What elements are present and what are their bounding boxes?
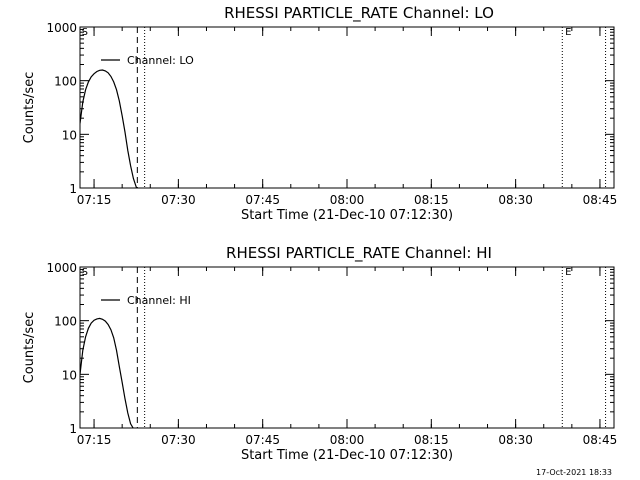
plot-frame xyxy=(79,26,615,189)
y-tick-label: 1 xyxy=(69,422,77,436)
x-tick-label: 07:15 xyxy=(77,193,112,207)
y-axis-label: Counts/sec xyxy=(22,312,37,384)
x-tick-label: 07:30 xyxy=(161,193,196,207)
series-line xyxy=(80,317,134,428)
legend-label: Channel: HI xyxy=(127,294,191,307)
y-tick-label: 1 xyxy=(69,182,77,196)
y-tick-label: 1000 xyxy=(46,21,77,35)
marker-e: E xyxy=(565,267,571,278)
chart-title: RHESSI PARTICLE_RATE Channel: HI xyxy=(226,244,492,263)
y-tick-label: 10 xyxy=(62,128,77,142)
x-tick-label: 08:45 xyxy=(583,433,618,447)
series-line xyxy=(80,69,138,188)
y-axis-label: Counts/sec xyxy=(22,72,37,144)
marker-s: S xyxy=(82,267,88,278)
x-tick-label: 07:30 xyxy=(161,433,196,447)
footer-timestamp: 17-Oct-2021 18:33 xyxy=(536,468,612,477)
chart-title: RHESSI PARTICLE_RATE Channel: LO xyxy=(224,4,494,23)
x-tick-label: 07:45 xyxy=(245,193,280,207)
panel-hi: RHESSI PARTICLE_RATE Channel: HI 1 10 100 10… xyxy=(22,244,617,463)
marker-e: E xyxy=(565,27,571,38)
y-tick-label: 1000 xyxy=(46,261,77,275)
y-tick-label: 100 xyxy=(54,75,77,89)
x-tick-label: 08:30 xyxy=(498,433,533,447)
x-tick-label: 08:00 xyxy=(330,433,365,447)
x-tick-label: 07:45 xyxy=(245,433,280,447)
x-tick-label: 08:00 xyxy=(330,193,365,207)
x-tick-label: 08:30 xyxy=(498,193,533,207)
x-axis-label: Start Time (21-Dec-10 07:12:30) xyxy=(241,208,453,223)
panel-lo: RHESSI PARTICLE_RATE Channel: LO 1 10 100 10… xyxy=(22,4,617,223)
x-axis-label: Start Time (21-Dec-10 07:12:30) xyxy=(241,448,453,463)
plot-frame xyxy=(79,266,615,429)
marker-s: S xyxy=(82,27,88,38)
y-tick-label: 100 xyxy=(54,315,77,329)
x-tick-label: 08:15 xyxy=(414,433,449,447)
x-tick-label: 08:15 xyxy=(414,193,449,207)
x-tick-label: 08:45 xyxy=(583,193,618,207)
legend-label: Channel: LO xyxy=(127,54,194,67)
y-tick-label: 10 xyxy=(62,368,77,382)
x-tick-label: 07:15 xyxy=(77,433,112,447)
